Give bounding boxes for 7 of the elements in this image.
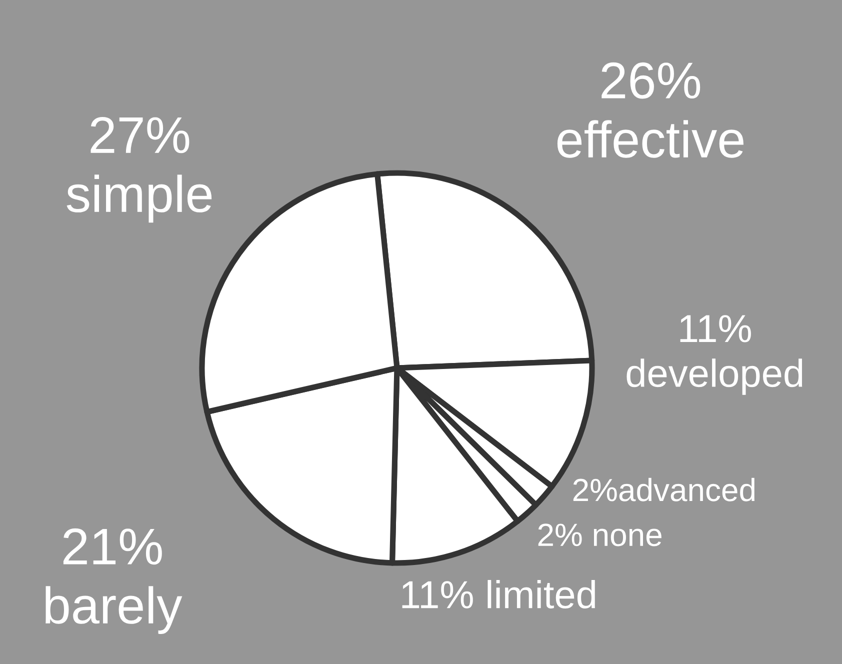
slice-label: 27% simple: [66, 116, 212, 223]
slice-label: 11% developed: [626, 315, 802, 395]
slice-label: 21% barely: [46, 528, 182, 634]
slice-label: 2% none: [538, 524, 662, 546]
slice-label: 11% limited: [402, 580, 595, 609]
slice-label: 2%advanced: [573, 478, 754, 502]
slice-label: 26% effective: [557, 62, 744, 158]
